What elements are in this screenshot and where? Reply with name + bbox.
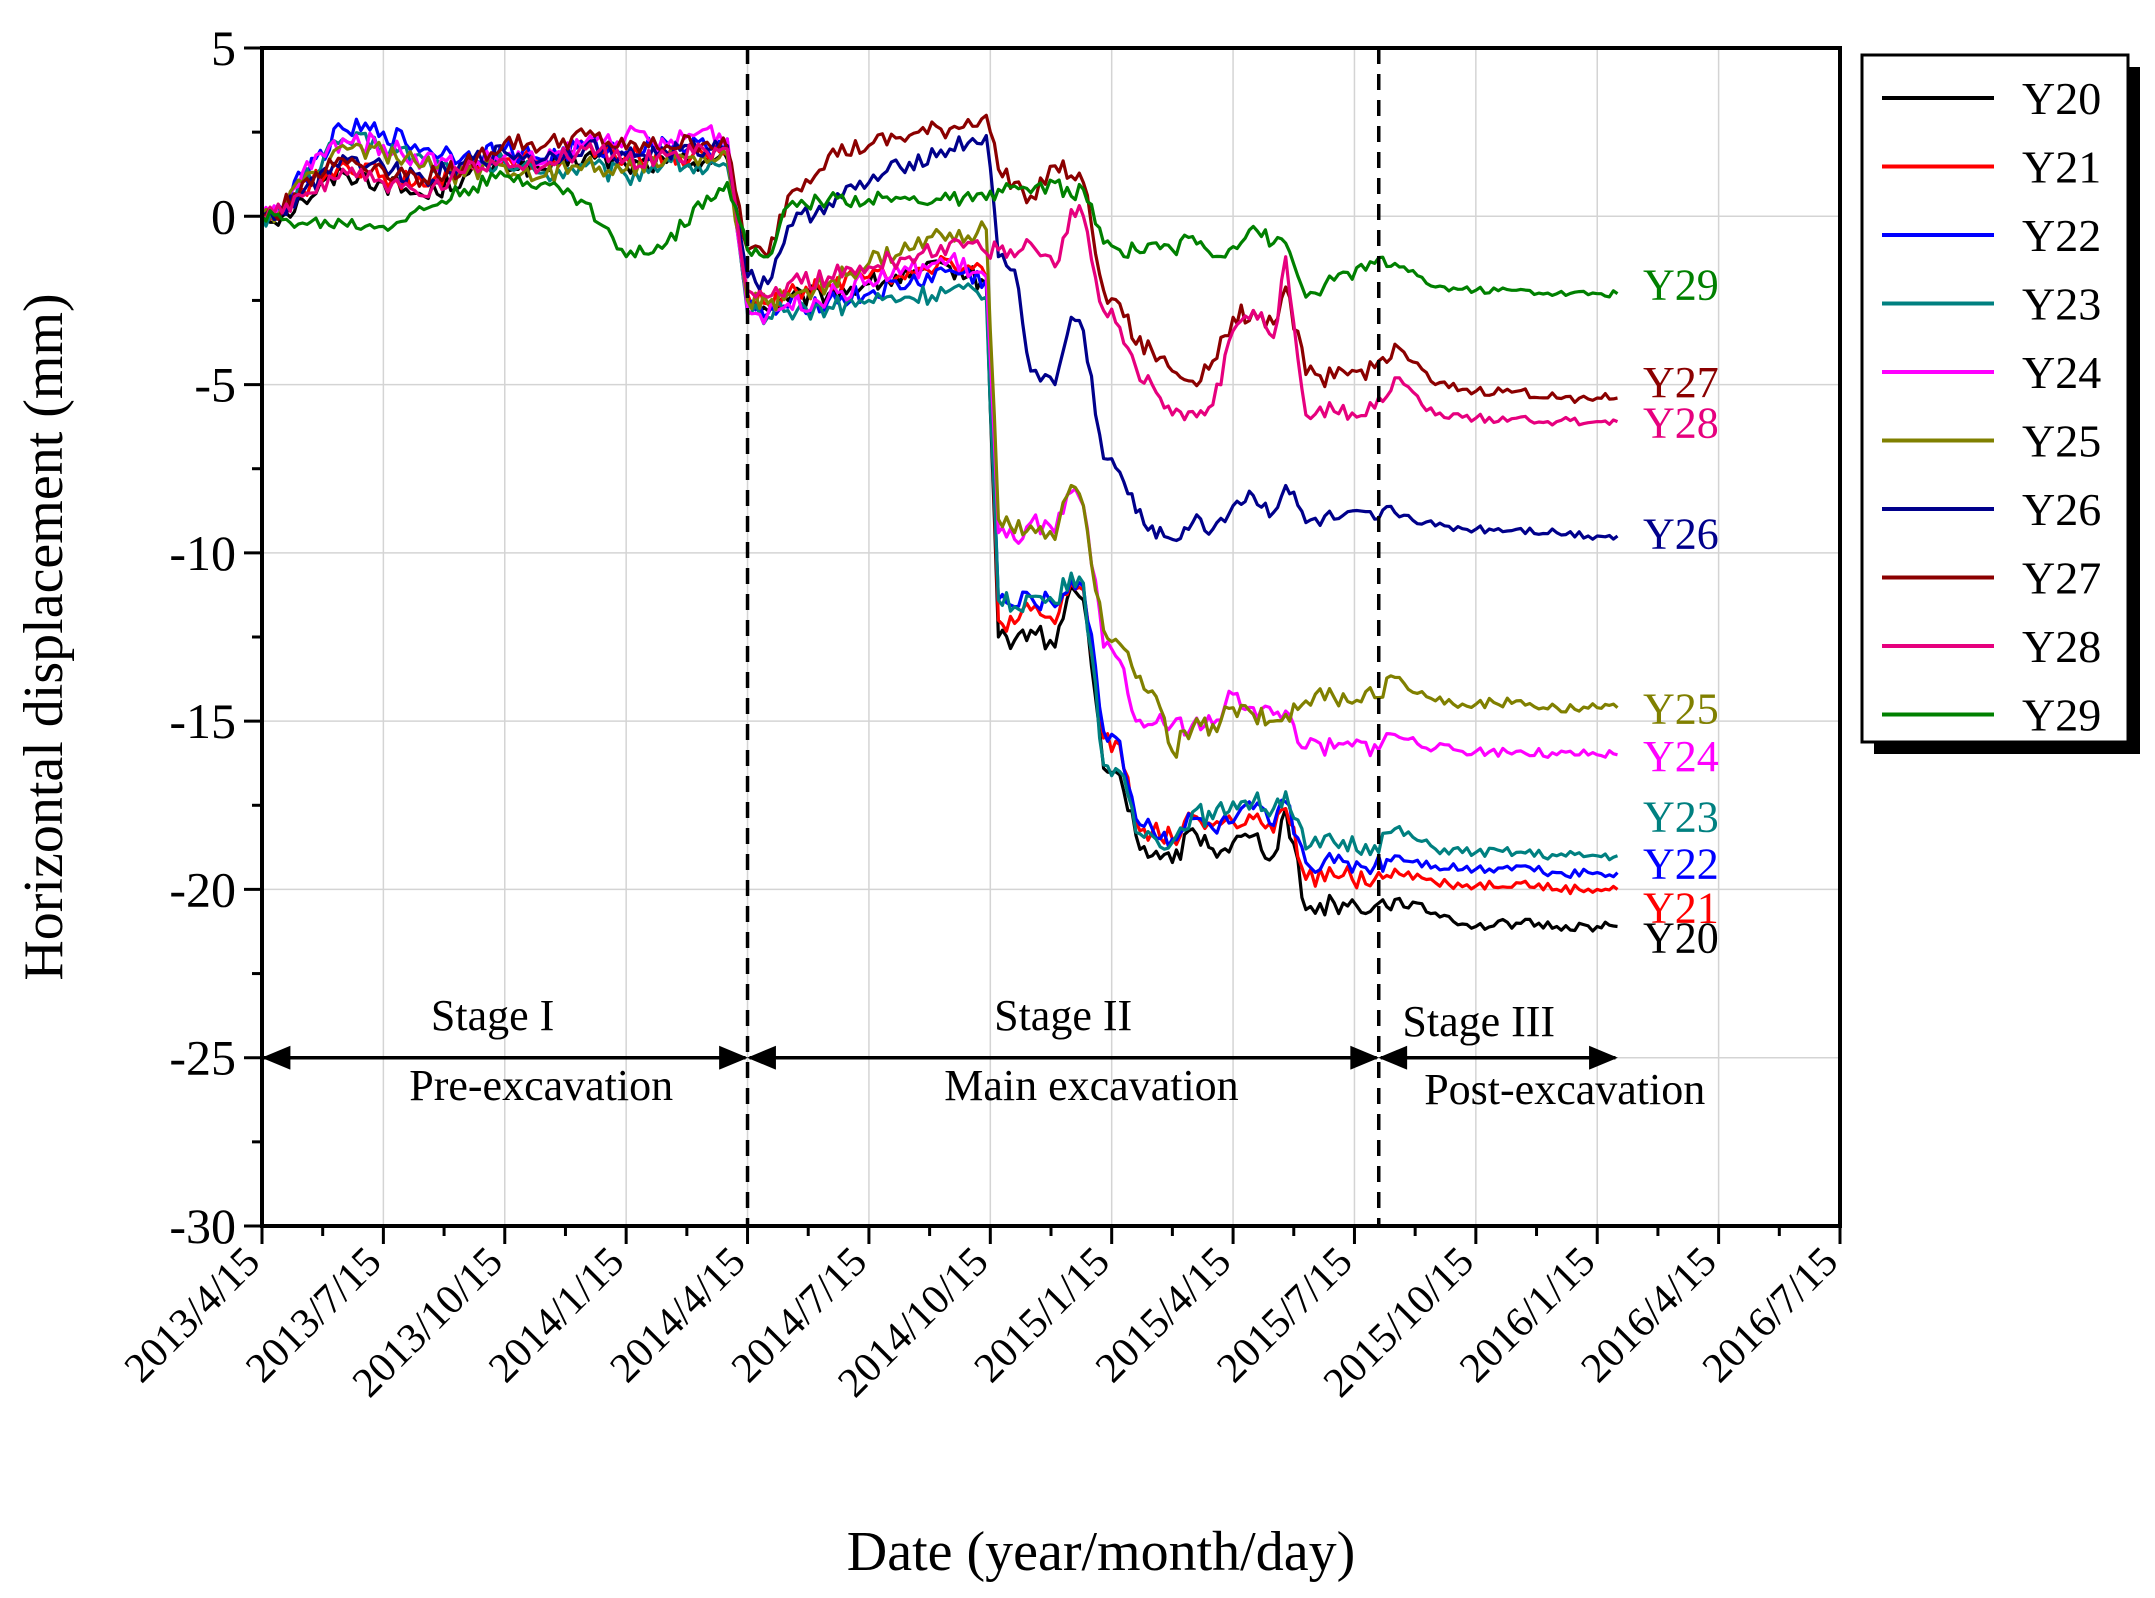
end-label-y28: Y28 — [1643, 399, 1719, 448]
end-label-y25: Y25 — [1643, 685, 1719, 734]
legend-label-y20: Y20 — [2022, 73, 2101, 124]
legend-label-y25: Y25 — [2022, 416, 2101, 467]
stage-description: Post-excavation — [1424, 1065, 1705, 1114]
y-tick-label: -15 — [169, 693, 236, 749]
y-tick-label: -25 — [169, 1030, 236, 1086]
legend: Y20 Y21 Y22 Y23 Y24 Y25 Y26 Y27 Y28 Y29 — [1860, 53, 2140, 754]
end-label-y27: Y27 — [1643, 358, 1719, 407]
y-tick-label: -10 — [169, 525, 236, 581]
stage-name: Stage III — [1402, 997, 1555, 1046]
stage-description: Main excavation — [944, 1061, 1238, 1110]
series-line-y27 — [261, 113, 1618, 404]
end-label-y21: Y21 — [1643, 883, 1719, 932]
end-label-y22: Y22 — [1643, 840, 1719, 889]
legend-label-y24: Y24 — [2022, 347, 2101, 398]
stage-annotations: Stage I Pre-excavation Stage II Main excava… — [261, 991, 1705, 1114]
legend-label-y21: Y21 — [2022, 142, 2101, 193]
legend-box — [1860, 53, 2130, 744]
legend-label-y29: Y29 — [2022, 690, 2101, 741]
end-label-y26: Y26 — [1643, 510, 1719, 559]
legend-label-y26: Y26 — [2022, 484, 2101, 535]
stage-name: Stage II — [994, 991, 1132, 1040]
legend-label-y23: Y23 — [2022, 279, 2101, 330]
y-axis-title: Horizontal displacement (mm) — [13, 293, 75, 980]
y-tick-label: 5 — [211, 20, 236, 76]
legend-label-y22: Y22 — [2022, 210, 2101, 261]
y-tick-label: -20 — [169, 861, 236, 917]
series-line-y29 — [260, 170, 1619, 299]
legend-label-y28: Y28 — [2022, 621, 2101, 672]
end-label-y29: Y29 — [1643, 261, 1719, 310]
stage-dividers — [745, 48, 1381, 1226]
stage-description: Pre-excavation — [409, 1061, 673, 1110]
series-line-y28 — [261, 142, 1619, 427]
y-tick-label: 0 — [211, 188, 236, 244]
y-tick-label: -30 — [169, 1198, 236, 1254]
legend-label-y27: Y27 — [2022, 553, 2101, 604]
end-label-y23: Y23 — [1643, 792, 1719, 841]
end-label-y20: Y20 — [1643, 914, 1719, 963]
end-label-y24: Y24 — [1643, 732, 1719, 781]
series-line-y22 — [260, 117, 1619, 879]
series-lines — [260, 113, 1619, 933]
x-axis-title: Date (year/month/day) — [847, 1521, 1355, 1583]
stage-name: Stage I — [431, 991, 554, 1040]
y-tick-label: -5 — [194, 357, 236, 413]
